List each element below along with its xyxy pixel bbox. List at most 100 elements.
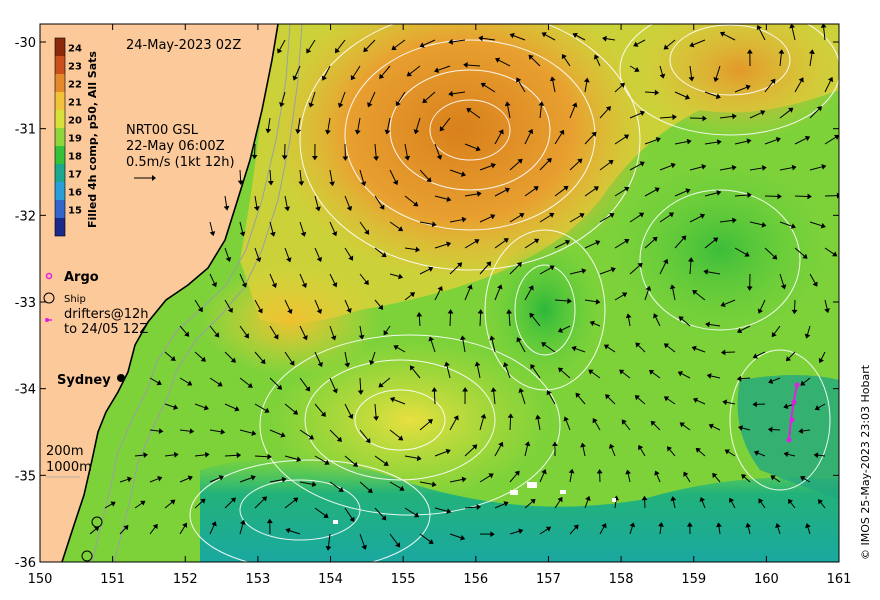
- current-arrow: [539, 214, 552, 223]
- current-arrow-head: [529, 312, 535, 318]
- current-arrow-head: [346, 307, 352, 314]
- current-arrow: [419, 533, 431, 543]
- current-arrow-head: [295, 129, 302, 134]
- current-arrow: [714, 475, 721, 483]
- colorbar-segment: [55, 182, 65, 200]
- current-arrow: [254, 299, 261, 311]
- current-arrow-head: [702, 115, 707, 122]
- current-arrow: [209, 477, 221, 483]
- currents-time-label: 22-May 06:00Z: [126, 139, 225, 154]
- current-arrow: [698, 450, 706, 457]
- current-arrow-head: [399, 485, 405, 491]
- legend: Argo Ship drifters@12h to 24/05 12Z: [43, 270, 149, 337]
- current-arrow: [239, 169, 242, 182]
- current-arrow-head: [357, 390, 364, 395]
- plot-frame: [39, 23, 840, 563]
- sydney-marker: Sydney: [57, 373, 125, 388]
- colorbar-segment: [55, 164, 65, 182]
- current-arrow: [756, 351, 766, 357]
- current-arrow-head: [771, 331, 777, 338]
- current-arrow-head: [480, 413, 487, 419]
- current-arrow: [329, 481, 341, 490]
- current-arrow: [629, 525, 633, 535]
- current-arrow-head: [331, 231, 338, 237]
- current-arrow-head: [654, 470, 660, 476]
- current-arrow-head: [285, 527, 291, 534]
- current-arrow: [789, 501, 796, 509]
- current-arrow: [740, 325, 751, 332]
- current-arrow-head: [428, 538, 434, 544]
- current-arrow-head: [563, 416, 569, 422]
- drifter-point: [791, 399, 797, 405]
- current-arrow: [224, 195, 228, 207]
- current-arrow: [327, 117, 331, 131]
- current-arrow-head: [398, 273, 404, 280]
- current-arrow: [284, 351, 293, 363]
- current-arrow: [548, 393, 556, 405]
- current-arrow-head: [349, 516, 355, 523]
- current-arrow: [508, 312, 511, 327]
- current-arrow: [308, 39, 316, 51]
- current-arrow-head: [724, 449, 730, 455]
- current-arrow: [749, 167, 763, 171]
- current-arrow: [310, 91, 316, 105]
- current-arrow: [344, 299, 350, 310]
- colorbar-frame: [54, 37, 66, 237]
- current-arrow: [314, 507, 326, 517]
- current-arrow-head: [214, 332, 220, 338]
- current-arrow-head: [292, 75, 299, 81]
- current-arrow-head: [480, 82, 487, 88]
- current-arrow-head: [621, 292, 628, 298]
- current-arrow: [415, 117, 421, 131]
- current-arrow-head: [383, 330, 389, 336]
- current-arrow-head: [311, 155, 318, 161]
- current-arrow: [419, 221, 433, 225]
- current-arrow: [469, 109, 481, 119]
- current-arrow: [637, 397, 646, 405]
- current-arrow: [452, 91, 466, 95]
- current-arrow-head: [445, 448, 451, 455]
- current-arrow-head: [378, 382, 384, 388]
- current-arrow-head: [293, 497, 299, 503]
- current-arrow-head: [624, 238, 630, 244]
- current-arrow: [629, 265, 641, 275]
- current-arrow: [575, 34, 586, 41]
- current-arrow: [524, 288, 532, 301]
- current-arrow: [359, 429, 369, 441]
- current-arrow-head: [654, 187, 660, 193]
- current-arrow-head: [187, 380, 193, 386]
- current-arrow-head: [244, 333, 249, 339]
- colorbar-tick-label: 19: [68, 134, 82, 145]
- current-arrow: [764, 81, 774, 93]
- current-arrow: [359, 325, 363, 336]
- current-arrow-head: [393, 345, 399, 351]
- current-arrow: [441, 117, 451, 129]
- current-arrow-head: [716, 522, 722, 528]
- colorbar-segment: [55, 200, 65, 218]
- current-arrow: [803, 477, 811, 483]
- current-arrow-head: [813, 452, 819, 459]
- current-arrow: [599, 269, 613, 275]
- current-arrow: [809, 273, 816, 284]
- current-arrow-head: [719, 31, 726, 37]
- current-arrow-head: [591, 131, 597, 137]
- current-arrow-head: [666, 446, 673, 452]
- current-arrow-head: [658, 522, 664, 527]
- date-label: 24-May-2023 02Z: [126, 38, 241, 53]
- current-arrow-head: [448, 90, 454, 97]
- current-arrow: [636, 39, 646, 45]
- current-arrow-head: [267, 453, 272, 460]
- current-arrow-head: [434, 67, 440, 73]
- y-tick-label: -35: [15, 469, 36, 484]
- current-arrow-head: [745, 84, 751, 91]
- current-arrow-head: [365, 437, 371, 444]
- current-arrow: [569, 527, 577, 535]
- current-arrow-head: [462, 387, 469, 392]
- current-arrow: [209, 325, 218, 335]
- current-arrow: [297, 117, 301, 131]
- current-arrow-head: [398, 435, 404, 441]
- current-arrow: [666, 345, 676, 353]
- current-arrow-head: [692, 397, 699, 404]
- current-arrow: [659, 262, 667, 275]
